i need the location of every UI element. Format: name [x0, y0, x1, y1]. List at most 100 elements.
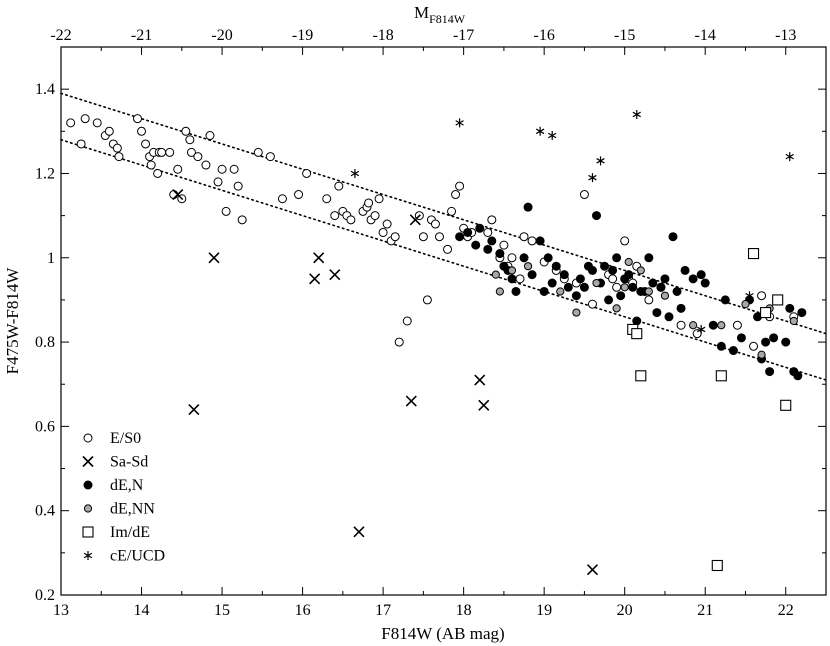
data-point — [330, 211, 340, 221]
legend-marker — [83, 480, 93, 490]
data-point — [447, 206, 457, 216]
data-point — [172, 188, 184, 201]
data-point — [612, 253, 622, 263]
legend-marker — [83, 504, 93, 513]
data-point — [511, 286, 521, 296]
legend-marker — [83, 433, 93, 443]
data-point — [664, 312, 674, 322]
data-point — [188, 403, 200, 416]
data-point — [169, 190, 179, 200]
data-point — [551, 261, 561, 271]
data-point — [353, 526, 365, 538]
data-point — [797, 308, 807, 318]
data-point — [92, 118, 102, 128]
top-tick-label: -15 — [614, 27, 635, 44]
data-point — [265, 152, 275, 162]
data-point — [559, 270, 569, 280]
data-point — [137, 126, 147, 136]
y-tick-label: 0.8 — [35, 334, 55, 351]
y-tick-label: 0.2 — [35, 587, 55, 604]
data-point — [631, 328, 643, 340]
data-point — [499, 240, 509, 250]
data-point — [165, 147, 175, 157]
data-point — [374, 194, 384, 204]
data-point — [579, 282, 589, 292]
data-point — [378, 227, 388, 237]
data-point — [760, 307, 772, 319]
data-point — [747, 248, 760, 260]
data-point — [586, 564, 599, 576]
data-point — [624, 257, 633, 267]
data-point — [422, 295, 432, 305]
x-tick-label: 17 — [375, 602, 391, 619]
data-point — [350, 168, 360, 178]
top-tick-label: -21 — [131, 27, 152, 44]
data-point — [471, 240, 481, 250]
top-axis-title-main: M — [414, 3, 429, 22]
data-point — [708, 320, 718, 330]
data-point — [213, 177, 223, 187]
data-point — [539, 286, 549, 296]
data-point — [434, 232, 444, 242]
top-tick-label: -22 — [50, 27, 71, 44]
y-tick-label: 1.4 — [35, 81, 55, 98]
series-sa-sd — [172, 188, 599, 576]
data-point — [515, 274, 525, 284]
data-point — [608, 265, 618, 275]
top-tick-label: -20 — [211, 27, 232, 44]
data-point — [587, 299, 597, 309]
data-point — [715, 370, 727, 382]
x-tick-label: 20 — [617, 602, 633, 619]
data-point — [186, 147, 196, 157]
data-point — [474, 374, 486, 386]
data-point — [535, 126, 545, 136]
data-point — [543, 253, 553, 263]
data-point — [313, 252, 325, 264]
data-point — [334, 181, 344, 191]
data-point — [572, 308, 581, 317]
data-point — [660, 274, 670, 284]
data-point — [596, 156, 605, 166]
data-point — [769, 333, 779, 343]
data-point — [732, 320, 742, 330]
data-point — [487, 215, 497, 225]
data-point — [229, 164, 239, 174]
data-point — [616, 291, 626, 301]
data-point — [761, 337, 771, 347]
data-point — [153, 168, 163, 178]
data-point — [430, 219, 440, 229]
legend-marker — [82, 455, 94, 468]
data-point — [201, 160, 211, 170]
data-point — [519, 253, 529, 263]
legend-label: Sa-Sd — [110, 454, 148, 471]
data-point — [173, 164, 183, 174]
data-point — [527, 236, 537, 246]
data-point — [757, 291, 767, 301]
data-point — [507, 266, 517, 275]
data-point — [741, 300, 750, 309]
data-point — [692, 329, 702, 339]
y-tick-label: 1 — [47, 250, 55, 267]
legend-marker — [83, 551, 93, 560]
data-point — [563, 282, 573, 292]
top-tick-label: -18 — [372, 27, 393, 44]
data-point — [205, 131, 215, 141]
data-point — [711, 559, 723, 572]
data-point — [133, 114, 142, 124]
data-point — [736, 333, 746, 343]
data-point — [785, 152, 794, 162]
legend-label: Im/dE — [110, 524, 150, 541]
data-point — [648, 278, 658, 288]
plot-frame — [60, 46, 827, 596]
top-tick-label: -14 — [695, 27, 716, 44]
data-point — [592, 211, 601, 221]
data-point — [547, 278, 557, 288]
data-point — [157, 147, 167, 157]
y-tick-label: 0.4 — [35, 503, 55, 520]
data-point — [507, 253, 517, 263]
data-point — [523, 202, 533, 212]
data-point — [141, 139, 151, 149]
data-point — [402, 316, 412, 326]
data-point — [571, 291, 581, 301]
data-point — [587, 265, 597, 275]
